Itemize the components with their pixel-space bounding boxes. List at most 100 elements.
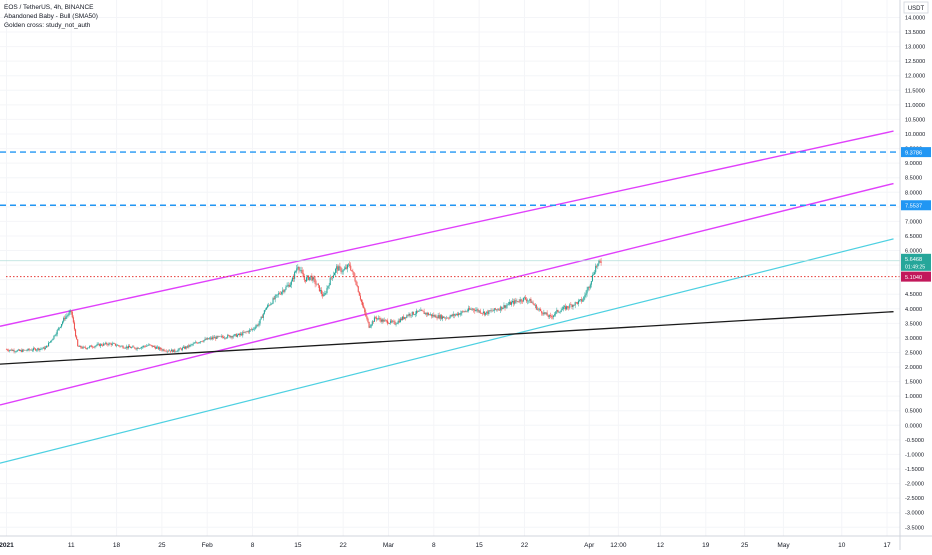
candle-body [549,315,551,317]
candle-body [221,335,223,338]
candle-body [166,350,168,352]
candle-body [398,320,400,323]
candle-body [128,345,131,348]
candle-body [94,346,96,348]
candle-body [50,340,52,343]
candle-body [524,297,527,300]
candle-body [385,320,387,321]
candle-body [465,311,467,312]
candle-body [536,308,538,310]
candle-body [55,334,57,336]
indicator-legend-2[interactable]: Golden cross: study_not_auth [4,22,91,29]
candle-body [483,311,486,315]
candle-body [193,343,195,344]
candle-body [578,299,581,301]
candle-body [153,346,155,348]
candle-body [506,304,508,306]
candle-body [244,331,246,333]
candle-body [461,311,463,314]
candle-body [380,319,382,322]
candle-body [66,315,68,317]
level-badge [901,147,931,158]
candle-body [229,335,231,338]
candle-body [117,345,119,346]
candle-body [583,296,585,301]
candle-body [590,281,592,285]
candle-body [447,317,449,319]
candle-body [274,295,276,300]
candle-body [338,266,340,271]
candle-body [326,288,328,293]
candle-body [410,315,412,317]
candle-body [276,294,278,296]
candle-body [548,315,550,317]
candle-body [412,311,414,315]
candle-body [195,342,197,343]
channel-lower-line [0,182,894,406]
candle-body [371,321,373,325]
candle-body [352,271,354,273]
candle-body [175,351,177,353]
candle-body [564,306,567,310]
candle-body [336,266,338,269]
candle-body [376,317,378,320]
candle-body [30,349,32,351]
candle-body [569,304,571,308]
candle-body [328,285,330,287]
candle-body [501,306,503,310]
candle-body [290,281,292,285]
candle-body [304,279,306,282]
candle-body [108,343,110,346]
candle-body [212,337,214,339]
candle-body [260,316,262,320]
candle-body [539,309,541,310]
candle-body [297,267,299,269]
candle-body [400,318,402,320]
candle-body [118,345,120,346]
horizontal-levels [0,151,900,278]
candles [5,258,602,354]
price-tick-label: 1.5000 [905,380,922,386]
candle-body [182,346,185,348]
candle-body [384,319,386,321]
candle-body [140,347,142,349]
candle-body [77,339,79,347]
candle-body [26,350,28,351]
candle-body [183,346,186,349]
candle-body [532,302,534,304]
candle-body [543,312,545,315]
candle-body [560,310,562,312]
candle-body [502,307,504,310]
candle-body [377,318,379,320]
candle-body [509,302,511,305]
candle-body [160,347,162,350]
indicator-legend-1[interactable]: Abandoned Baby - Bull (SMA50) [4,13,98,20]
time-axis-ticks[interactable]: 2021 11 18 25 Feb 8 15 22 Mar 8 15 22 Apr 12:00 12 19 25… [0,542,891,549]
candle-body [574,302,576,306]
price-tick-label: 0.5000 [905,409,922,415]
candle-body [224,337,227,339]
candle-body [250,329,252,331]
candle-body [598,260,600,264]
candle-body [518,301,520,303]
candle-body [171,349,173,352]
time-tick-label: 19 [702,542,710,549]
candle-body [43,347,45,350]
candle-body [411,311,413,316]
candle-body [439,315,441,319]
candle-body [179,348,181,349]
candle-body [53,335,55,339]
candle-body [19,350,22,351]
candle-body [459,313,461,315]
candle-body [514,300,516,304]
candle-body [533,303,535,306]
candle-body [332,275,335,278]
candle-body [114,343,117,346]
candle-body [74,329,77,337]
candle-body [554,314,556,316]
candle-body [350,265,352,271]
candle-body [58,327,60,329]
candle-body [235,334,237,337]
chart-title[interactable]: EOS / TetherUS, 4h, BINANCE [4,4,94,11]
